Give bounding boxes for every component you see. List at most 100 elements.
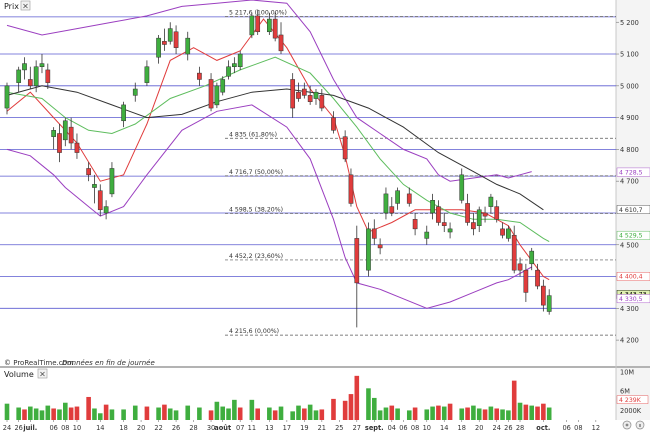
volume-bar-65 — [488, 406, 494, 420]
price-label-1: 4 610,7 — [619, 207, 643, 214]
volume-bar-15 — [103, 404, 109, 420]
price-label-box-5 — [616, 294, 650, 304]
candle-body-73 — [535, 269, 540, 287]
volume-header: Volume × — [4, 368, 48, 379]
close-icon[interactable] — [20, 0, 31, 11]
date-tick-label-34: 06 — [562, 424, 570, 432]
candle-body-4 — [33, 66, 39, 87]
candle-body-36 — [278, 34, 284, 52]
volume-bar-55 — [424, 409, 430, 420]
volume-bar-12 — [86, 396, 91, 420]
candle-body-8 — [57, 133, 62, 153]
gear-icon-center — [625, 423, 629, 427]
volume-bar-69 — [511, 380, 517, 420]
date-tick-label-22: sept. — [365, 424, 384, 432]
volume-close-glyph: × — [39, 370, 46, 379]
volume-bar-48 — [371, 397, 377, 420]
price-tick-label-1: 5 100 — [620, 51, 639, 59]
candle-body-61 — [465, 203, 470, 223]
volume-bar-59 — [447, 403, 453, 420]
candle-body-71 — [523, 269, 529, 293]
source-label: © ProRealTime.com — [4, 359, 74, 367]
date-tick-label-12: 30 — [207, 424, 215, 432]
date-tick-label-14: 07 — [236, 424, 244, 432]
price-tick-label-6: 4 500 — [620, 241, 639, 249]
candle-body-16 — [109, 168, 115, 195]
overlay-bollinger_lower — [6, 104, 532, 309]
date-axis-strip — [0, 420, 650, 433]
candle-body-58 — [441, 222, 447, 226]
volume-bar-61 — [465, 407, 470, 420]
close-glyph: × — [22, 2, 29, 11]
volume-bar-1 — [16, 407, 21, 420]
volume-bar-71 — [523, 404, 529, 420]
volume-bar-28 — [220, 406, 226, 420]
fib-label-2: 4 716,7 (50,00%) — [229, 169, 283, 176]
candle-body-52 — [395, 190, 400, 204]
candle-body-7 — [51, 130, 56, 137]
volume-bar-47 — [366, 388, 371, 420]
volume-bar-42 — [319, 409, 325, 420]
candle-body-41 — [313, 91, 319, 99]
volume-bar-29 — [226, 408, 231, 420]
price-tick-label-3: 4 900 — [620, 114, 639, 122]
candle-body-49 — [377, 244, 383, 249]
candle-body-21 — [162, 41, 167, 45]
volume-label: Volume — [4, 370, 34, 379]
candlesticks — [4, 9, 552, 328]
volume-bar-62 — [471, 405, 476, 420]
date-tick-label-13: août — [214, 424, 231, 432]
candle-body-32 — [249, 15, 255, 36]
candle-body-19 — [144, 66, 150, 83]
date-tick-label-35: 08 — [574, 424, 582, 432]
volume-close-icon[interactable] — [37, 368, 48, 379]
volume-bar-31 — [237, 407, 243, 420]
volume-bar-39 — [302, 408, 307, 420]
candle-body-75 — [546, 295, 552, 312]
volume-tick-label-3: 2000K — [620, 407, 642, 415]
fib-label-5: 4 215,6 (0,00%) — [229, 328, 279, 335]
candle-body-23 — [173, 31, 179, 48]
candle-body-10 — [68, 126, 74, 144]
volume-bar-57 — [436, 405, 441, 420]
volume-axis: 10M6M4M2000K4 239K — [616, 369, 649, 415]
source-note: Données en fin de journée — [62, 359, 155, 367]
volume-bar-21 — [162, 404, 167, 420]
candle-body-64 — [482, 212, 488, 217]
candle-body-56 — [430, 200, 435, 214]
price-axis-strip[interactable] — [616, 0, 650, 366]
candle-body-12 — [86, 168, 91, 176]
volume-bar-64 — [482, 409, 488, 420]
volume-bar-44 — [342, 400, 348, 420]
volume-bar-30 — [232, 399, 237, 420]
candle-body-74 — [541, 285, 546, 306]
candle-body-0 — [4, 85, 10, 109]
date-tick-label-36: 12 — [592, 424, 600, 432]
candle-body-60 — [459, 174, 465, 201]
source-footer: © ProRealTime.com Données en fin de jour… — [4, 359, 155, 367]
price-label-5: 4 330,5 — [619, 296, 643, 303]
volume-bar-72 — [529, 405, 534, 420]
volume-bar-16 — [109, 409, 115, 420]
fib-label-4: 4 452,2 (23,60%) — [229, 253, 283, 260]
date-tick-label-20: 25 — [335, 424, 343, 432]
volume-bar-2 — [22, 409, 27, 420]
volume-bar-53 — [406, 410, 412, 420]
candle-body-26 — [208, 79, 214, 109]
candle-body-35 — [272, 18, 278, 39]
volume-bar-54 — [412, 407, 418, 420]
date-tick-label-9: 22 — [154, 424, 162, 432]
candle-body-22 — [167, 28, 173, 42]
volume-axis-strip[interactable] — [616, 368, 650, 420]
info-icon-stem — [639, 424, 641, 427]
overlay-ma_slow — [6, 85, 544, 211]
date-tick-label-28: 18 — [458, 424, 466, 432]
candle-body-34 — [267, 18, 272, 33]
volume-bar-67 — [500, 409, 505, 420]
price-label-box-1 — [616, 205, 650, 214]
date-axis: 24 26 juil. 06 08 10 14 18 20 22 26 28 30 août 07 11 13 1… — [3, 420, 600, 432]
volume-bar-68 — [506, 410, 511, 420]
price-pane[interactable] — [0, 0, 616, 366]
